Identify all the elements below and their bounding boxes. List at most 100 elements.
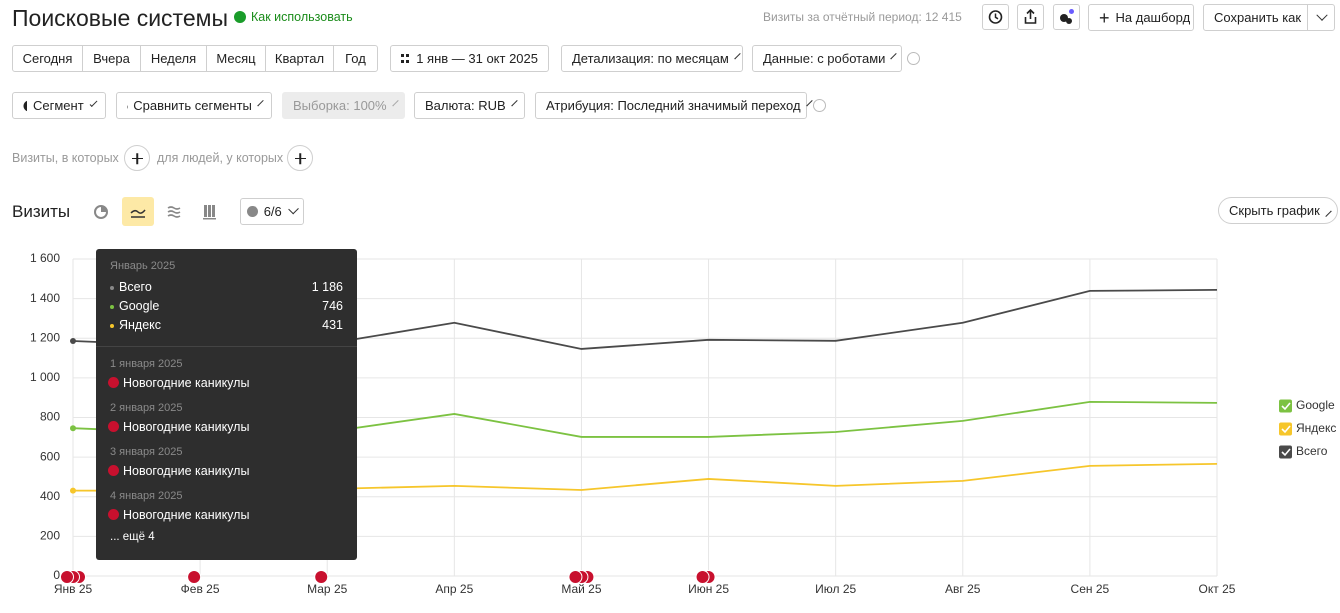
pie-icon — [23, 100, 27, 111]
event-icon — [108, 465, 119, 476]
legend-label: Яндекс — [1296, 421, 1336, 435]
period-button[interactable]: Год — [333, 45, 378, 72]
visits-total: Визиты за отчётный период: 12 415 — [763, 10, 962, 24]
event-name: Новогодние каникулы — [108, 464, 249, 478]
x-tick-label: Июл 25 — [815, 582, 856, 596]
segment-dropdown[interactable]: Сегмент — [12, 92, 106, 119]
legend-swatch[interactable] — [1279, 422, 1292, 436]
icon — [988, 10, 1003, 24]
export-button[interactable] — [1017, 4, 1044, 30]
detail-dropdown[interactable]: Детализация: по месяцам — [561, 45, 743, 72]
y-tick-label: 600 — [40, 449, 60, 463]
event-name-text: Новогодние каникулы — [123, 464, 250, 478]
save-dropdown[interactable] — [1307, 5, 1334, 30]
y-tick-label: 1 200 — [30, 330, 60, 344]
dashboard-button[interactable]: + На дашборд — [1088, 4, 1194, 31]
event-name-text: Новогодние каникулы — [123, 508, 250, 522]
hide-chart-button[interactable]: Скрыть график — [1218, 197, 1338, 224]
attribution-label: Атрибуция: Последний значимый переход — [546, 98, 801, 113]
tooltip-series-name: Всего — [119, 280, 152, 294]
add-people-filter[interactable] — [287, 145, 313, 171]
date-range-label: 1 янв — 31 окт 2025 — [416, 51, 538, 66]
attribution-dropdown[interactable]: Атрибуция: Последний значимый переход — [535, 92, 813, 119]
period-button[interactable]: Месяц — [206, 45, 266, 72]
event-name-text: Новогодние каникулы — [123, 376, 250, 390]
tooltip-value: 1 186 — [311, 280, 343, 294]
dashboard-label: На дашборд — [1115, 10, 1191, 25]
help-link[interactable]: Как использовать — [234, 10, 353, 24]
area-chart-toggle[interactable] — [167, 206, 181, 218]
event-date: 1 января 2025 — [110, 358, 183, 370]
help-link-text: Как использовать — [251, 10, 353, 24]
event-name: Новогодние каникулы — [108, 420, 249, 434]
event-icon — [108, 377, 119, 388]
legend-check — [1281, 425, 1291, 434]
add-visit-filter[interactable] — [124, 145, 150, 171]
legend-check — [1281, 448, 1291, 457]
tooltip-series: Яндекс — [110, 318, 161, 332]
event-date: 3 января 2025 — [110, 446, 183, 458]
event-date: 4 января 2025 — [110, 490, 183, 502]
legend-swatch[interactable] — [1279, 445, 1292, 459]
legend-label: Всего — [1296, 444, 1328, 458]
annotation-marker — [60, 570, 74, 584]
tooltip-value: 746 — [322, 299, 343, 313]
tooltip-row: Всего 1 186 — [110, 280, 343, 294]
tooltip-dot — [110, 323, 114, 328]
detail-label: Детализация: по месяцам — [572, 51, 729, 66]
visits-filter-label: Визиты, в которых — [12, 151, 119, 165]
legend-label: Google — [1296, 398, 1335, 412]
compare-dropdown[interactable]: Сравнить сегменты — [116, 92, 272, 119]
event-icon — [108, 421, 119, 432]
tooltip-series-name: Google — [119, 299, 160, 313]
y-tick-label: 400 — [40, 489, 60, 503]
icon — [1060, 9, 1074, 24]
segment-label: Сегмент — [33, 98, 84, 113]
people-filter-label: для людей, у которых — [157, 151, 284, 165]
x-tick-label: Апр 25 — [435, 582, 473, 596]
bar-chart-toggle[interactable] — [203, 205, 216, 220]
legend-swatch[interactable] — [1279, 399, 1292, 413]
history-button[interactable] — [982, 4, 1009, 30]
chart-type-switch — [94, 197, 216, 226]
annotation-marker — [314, 570, 329, 584]
legend-check — [1281, 402, 1291, 411]
event-icon — [108, 509, 119, 520]
date-range[interactable]: 1 янв — 31 окт 2025 — [390, 45, 549, 72]
currency-dropdown[interactable]: Валюта: RUB — [414, 92, 525, 119]
y-tick-label: 1 600 — [30, 251, 60, 265]
x-tick-label: Май 25 — [561, 582, 602, 596]
tooltip-row: Яндекс 431 — [110, 318, 343, 332]
help-icon[interactable] — [907, 52, 920, 65]
tooltip-row: Google 746 — [110, 299, 343, 313]
tooltip-dot — [110, 304, 114, 309]
annotation-marker — [187, 570, 202, 584]
y-tick-label: 800 — [40, 410, 60, 424]
x-tick-label: Янв 25 — [54, 582, 93, 596]
period-button[interactable]: Сегодня — [12, 45, 83, 72]
y-tick-label: 1 000 — [30, 370, 60, 384]
icon — [1024, 8, 1037, 24]
hover-point — [70, 338, 76, 345]
annotation-marker — [568, 570, 583, 584]
period-button[interactable]: Квартал — [265, 45, 334, 72]
help-icon[interactable] — [813, 99, 826, 112]
assistant-button[interactable] — [1053, 4, 1080, 30]
data-dropdown[interactable]: Данные: с роботами — [752, 45, 902, 72]
y-tick-label: 200 — [40, 529, 60, 543]
hover-point — [70, 425, 76, 432]
save-button[interactable]: Сохранить как — [1203, 4, 1335, 31]
pie-chart-toggle[interactable] — [94, 205, 108, 219]
annotations-dropdown[interactable]: 6/6 — [240, 198, 304, 225]
compare-label: Сравнить сегменты — [133, 98, 252, 113]
tooltip-more: ... ещё 4 — [110, 531, 155, 543]
period-button[interactable]: Вчера — [82, 45, 141, 72]
event-name: Новогодние каникулы — [108, 376, 249, 390]
tooltip-title: Январь 2025 — [110, 260, 176, 272]
plus-icon: + — [1099, 7, 1110, 28]
x-tick-label: Окт 25 — [1199, 582, 1236, 596]
period-button[interactable]: Неделя — [140, 45, 207, 72]
x-tick-label: Фев 25 — [181, 582, 220, 596]
tooltip-value: 431 — [322, 318, 343, 332]
